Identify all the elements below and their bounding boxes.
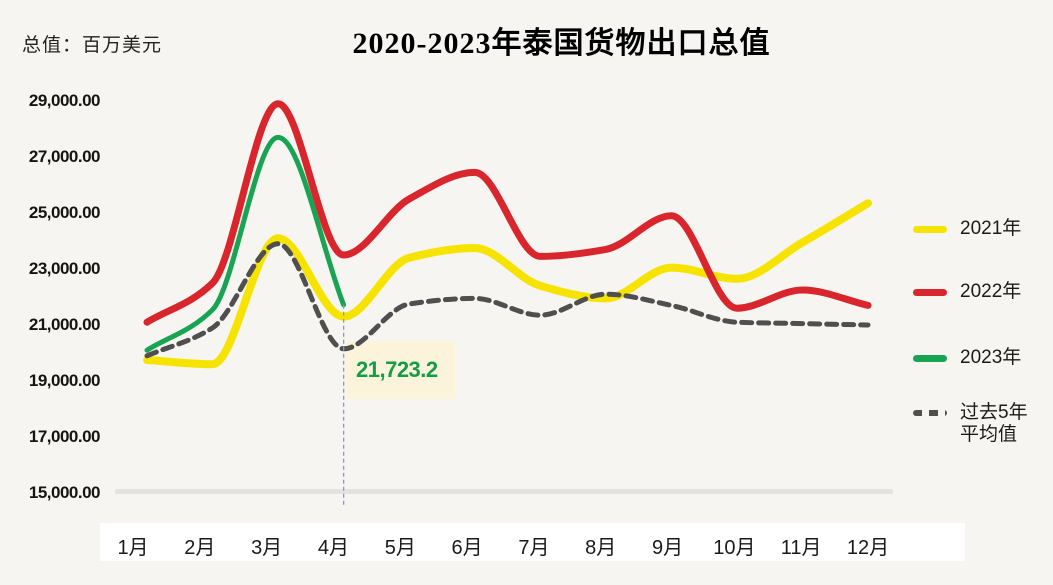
legend-swatch-2022-line <box>913 288 947 296</box>
annotation-value-label: 21,723.2 <box>356 357 438 382</box>
x-axis-label-band <box>100 523 965 561</box>
legend-swatch-2021-line <box>913 225 947 233</box>
series-line-2022年 <box>143 100 872 326</box>
series-line-2023年 <box>144 134 347 353</box>
y-tick-label: 15,000.00 <box>28 483 101 502</box>
y-tick-label: 27,000.00 <box>28 147 101 166</box>
legend-item-2022: 2022年 <box>913 281 1021 303</box>
y-tick-label: 17,000.00 <box>28 427 101 446</box>
x-tick-label: 10月 <box>713 537 756 559</box>
y-axis-unit-label: 总值：百万美元 <box>22 35 163 56</box>
x-tick-label: 12月 <box>846 537 890 559</box>
x-tick-label: 6月 <box>451 537 483 559</box>
y-tick-label: 25,000.00 <box>28 203 101 222</box>
legend-label-2023: 2023年 <box>960 347 1022 368</box>
legend-label-5yr-average-line1: 过去5年 <box>960 402 1028 423</box>
y-tick-label: 23,000.00 <box>28 259 101 278</box>
legend-item-2021: 2021年 <box>913 218 1021 240</box>
x-tick-label: 7月 <box>518 537 550 559</box>
annotation-highlight-box <box>346 341 455 399</box>
legend-label-5yr-average-line2: 平均值 <box>960 424 1018 445</box>
legend-label-5yr-average: 过去5年 平均值 <box>960 402 1028 446</box>
series-line-2021年 <box>143 199 872 369</box>
x-tick-label: 1月 <box>117 537 149 559</box>
x-tick-label: 11月 <box>780 537 822 559</box>
legend: 2021年 2022年 2023年 过去5年 平均值 <box>913 0 1053 585</box>
legend-item-5yr-average: 过去5年 平均值 <box>913 402 1028 446</box>
legend-item-2023: 2023年 <box>913 347 1021 369</box>
legend-label-2022: 2022年 <box>960 281 1022 302</box>
x-axis-line <box>115 489 893 494</box>
x-tick-label: 5月 <box>384 537 416 559</box>
legend-swatch-2023-line <box>913 354 947 362</box>
y-tick-label: 29,000.00 <box>28 91 101 110</box>
x-tick-label: 9月 <box>651 537 684 559</box>
chart-title: 2020-2023年泰国货物出口总值 <box>352 27 771 60</box>
legend-label-2021: 2021年 <box>960 218 1022 239</box>
legend-swatch-5yr-average-dashed-line <box>913 410 947 416</box>
series-line-过去5年平均值 <box>144 241 871 359</box>
y-tick-label: 19,000.00 <box>28 371 101 390</box>
x-tick-label: 8月 <box>585 537 617 559</box>
x-tick-label: 2月 <box>184 537 216 559</box>
x-tick-label: 4月 <box>317 537 350 559</box>
y-tick-label: 21,000.00 <box>28 315 101 334</box>
x-tick-label: 3月 <box>251 537 283 559</box>
